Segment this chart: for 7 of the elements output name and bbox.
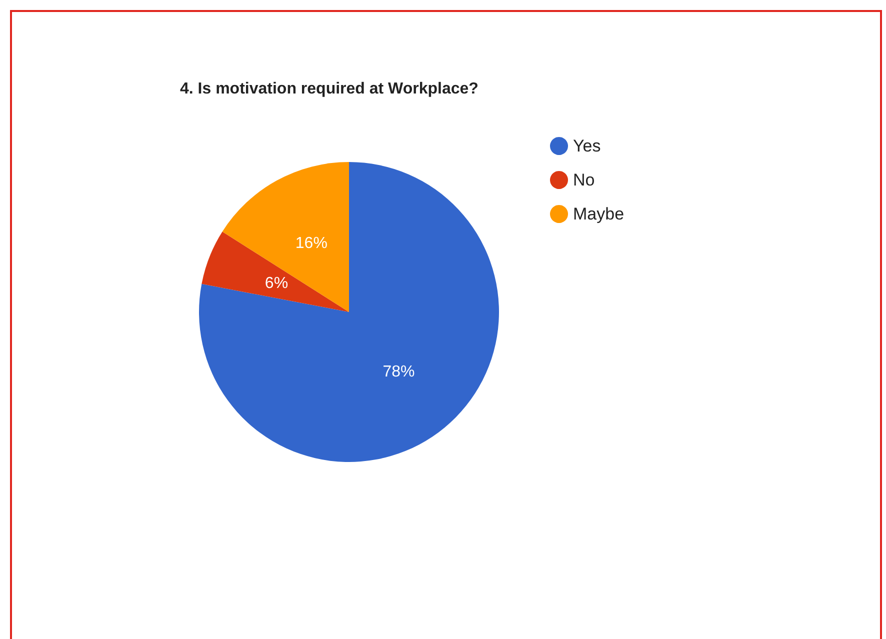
data-label: 6% — [264, 274, 288, 292]
legend-label: No — [573, 170, 595, 190]
data-label: 78% — [382, 364, 415, 381]
legend-label: Maybe — [573, 204, 624, 224]
legend-label: Yes — [573, 136, 601, 156]
chart-title: 4. Is motivation required at Workplace? — [180, 80, 478, 98]
data-label: 16% — [295, 235, 328, 252]
